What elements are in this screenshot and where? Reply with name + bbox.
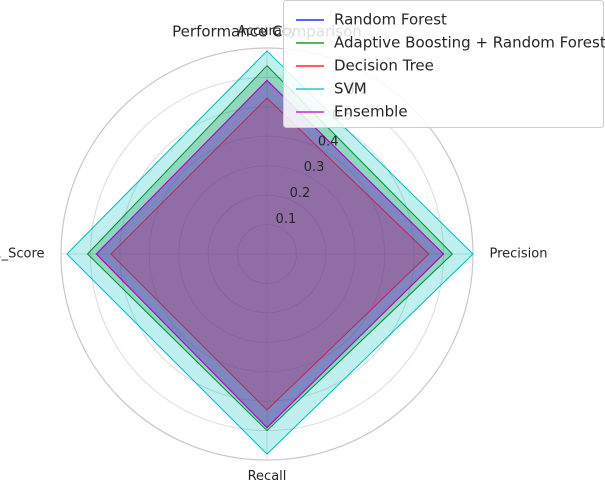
series-area (66, 50, 474, 455)
r-tick-label: 0.2 (290, 186, 311, 201)
r-tick-label: 0.3 (304, 160, 325, 175)
legend-box (283, 0, 604, 128)
series-area (95, 79, 445, 429)
legend-label: Ensemble (334, 103, 408, 121)
legend-label: Decision Tree (334, 57, 434, 75)
legend-label: Random Forest (334, 11, 447, 29)
legend-label: SVM (334, 80, 367, 98)
r-tick-label: 0.1 (276, 212, 297, 227)
legend-label: Adaptive Boosting + Random Forest (334, 34, 605, 52)
axis-label: F1_Score (0, 247, 45, 262)
series-area (86, 64, 454, 432)
series-area (110, 97, 430, 411)
axis-label: Recall (248, 469, 287, 484)
r-tick-label: 0.4 (318, 134, 339, 149)
axis-label: Precision (489, 247, 547, 262)
axis-label: Accuracy (237, 24, 297, 39)
